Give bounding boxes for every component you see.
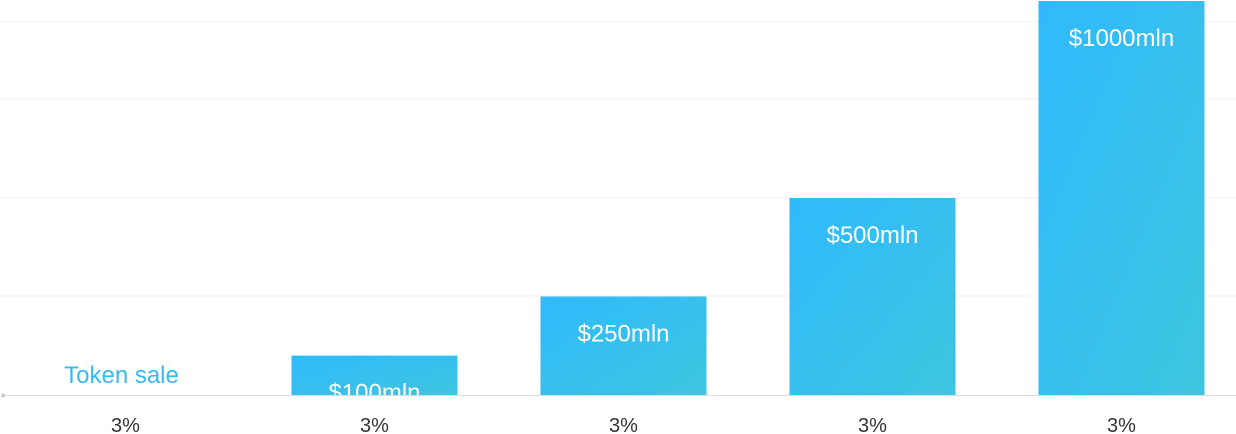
bar-2 xyxy=(540,296,707,395)
bar-1 xyxy=(291,355,458,395)
bar-value-label: $100mln xyxy=(328,380,420,407)
bar-3 xyxy=(789,198,956,395)
x-tick-label: 3% xyxy=(858,415,887,434)
bars xyxy=(291,1,1205,395)
x-tick-label: 3% xyxy=(609,415,638,434)
bar-value-label: $250mln xyxy=(577,321,669,348)
x-tick-label: 3% xyxy=(360,415,389,434)
bar-labels: Token sale $100mln $250mln $500mln $1000mln xyxy=(64,25,1174,407)
x-axis: 3% 3% 3% 3% 3% xyxy=(1,393,1236,434)
bar-value-label: $500mln xyxy=(826,222,918,249)
x-tick-label: 3% xyxy=(1107,415,1136,434)
token-sale-label: Token sale xyxy=(64,362,179,389)
x-tick-label: 3% xyxy=(111,415,140,434)
grid-lines xyxy=(0,21,1236,297)
axis-origin-dot xyxy=(1,393,5,398)
bar-value-label: $1000mln xyxy=(1069,25,1174,52)
bar-4 xyxy=(1038,1,1205,395)
